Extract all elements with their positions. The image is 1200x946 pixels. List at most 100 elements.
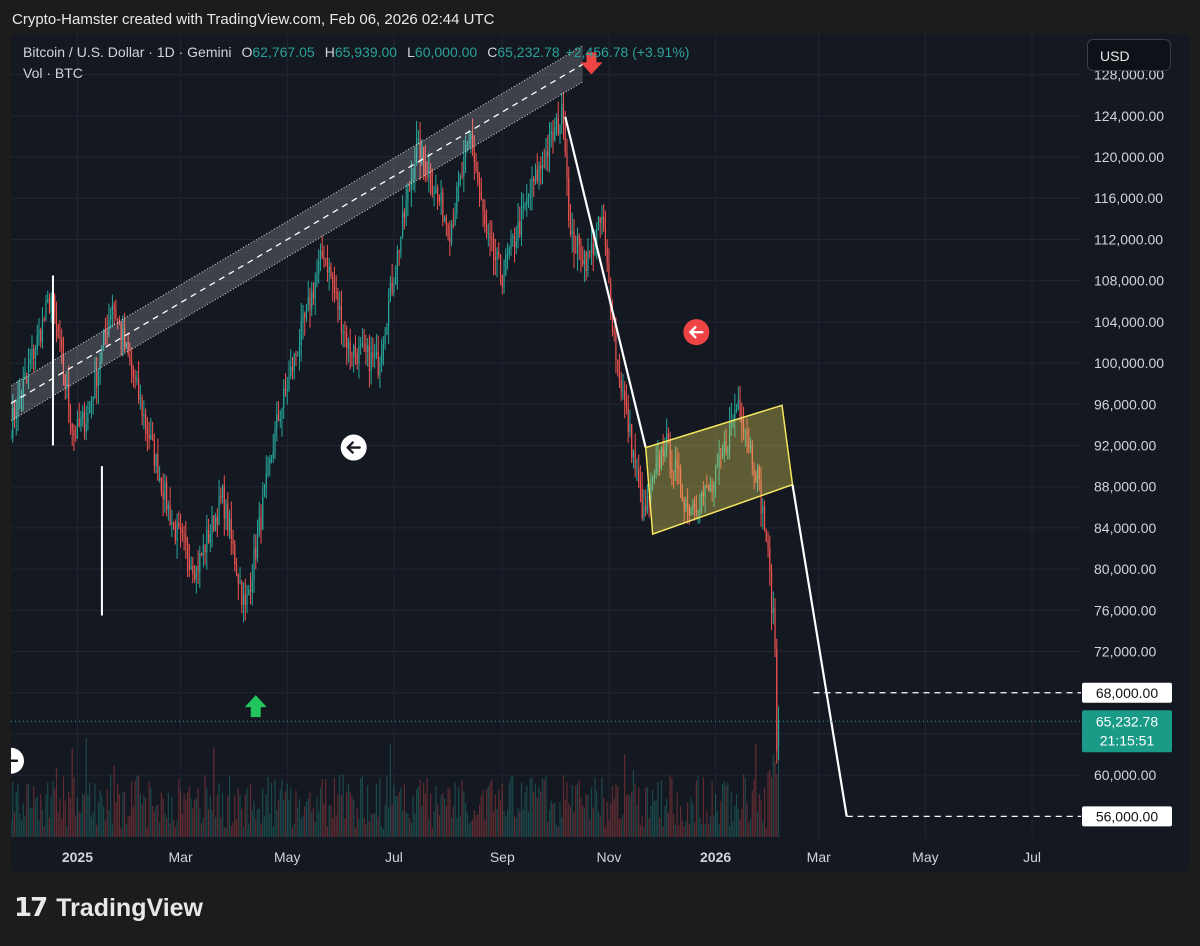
open-value: 62,767.05 (252, 44, 315, 60)
volume-bar (639, 824, 642, 837)
volume-bar (443, 797, 446, 837)
candle-body (762, 506, 764, 514)
volume-bar (440, 794, 442, 837)
candle-body (78, 418, 80, 426)
candle-body (197, 566, 199, 572)
attribution-header: Crypto-Hamster created with TradingView.… (12, 11, 495, 28)
volume-bar (424, 793, 426, 837)
candle-body (347, 341, 350, 349)
x-tick-label-6: 2026 (700, 849, 731, 865)
volume-bar (162, 798, 164, 837)
volume-bar (117, 783, 119, 837)
volume-bar (561, 817, 563, 837)
volume-bar (459, 816, 461, 837)
volume-bar (62, 776, 65, 837)
candle-body (290, 366, 292, 377)
candle-body (218, 495, 220, 525)
tradingview-logo[interactable]: 17 TradingView (14, 893, 203, 923)
candle-body (356, 353, 358, 364)
candle-body (687, 502, 689, 506)
volume-bar (227, 795, 229, 837)
candle-body (57, 324, 59, 337)
volume-bar (718, 824, 720, 837)
candle-body (491, 238, 493, 240)
candle-body (297, 355, 299, 357)
volume-bar (272, 826, 274, 837)
y-tick-label-6: 84,000.00 (1094, 520, 1156, 536)
candle-body (555, 117, 558, 128)
candle-body (559, 124, 561, 134)
candle-body (263, 487, 266, 498)
volume-bar (617, 786, 619, 837)
candle-body (260, 517, 262, 531)
volume-bar (185, 799, 187, 837)
candle-body (512, 236, 514, 238)
low-value: 60,000.00 (414, 44, 478, 60)
candle-body (19, 395, 21, 397)
candle-body (277, 414, 280, 422)
candle-body (697, 511, 699, 513)
volume-bar (396, 796, 398, 837)
candle-body (461, 175, 463, 177)
volume-bar (674, 824, 676, 837)
currency-button[interactable]: USD (1087, 39, 1171, 71)
candle-body (524, 204, 526, 206)
volume-bar (725, 785, 727, 837)
volume-bar (138, 776, 140, 837)
candle-body (653, 472, 655, 478)
candle-body (423, 146, 425, 162)
price-chart[interactable]: 60,000.0064,000.0068,000.0072,000.0076,0… (11, 34, 1190, 872)
volume-bar (211, 810, 213, 837)
candle-body (776, 649, 778, 751)
candle-body (753, 465, 755, 475)
candle-body (739, 399, 741, 417)
volume-bar (90, 816, 93, 837)
candle-body (69, 407, 72, 424)
last-price-label-bg (1082, 710, 1172, 753)
volume-bar (181, 813, 183, 837)
candle-body (195, 566, 197, 580)
volume-bar (737, 808, 739, 837)
volume-bar (777, 734, 780, 837)
candle-body (667, 433, 669, 439)
candle-body (405, 201, 407, 218)
candle-body (683, 499, 685, 510)
candle-body (714, 467, 717, 484)
candle-body (143, 414, 145, 417)
volume-bar (597, 811, 600, 837)
candle-body (547, 151, 549, 157)
candle-body (284, 388, 287, 391)
candle-body (248, 589, 250, 595)
candle-body (206, 530, 208, 553)
candle-body (601, 216, 603, 223)
volume-bar (330, 805, 332, 837)
volume-bar (627, 793, 629, 837)
candle-body (104, 330, 107, 334)
volume-bar (365, 823, 367, 837)
volume-bar (349, 792, 351, 837)
volume-bar (629, 795, 631, 837)
volume-bar (449, 789, 451, 837)
volume-bar (437, 804, 439, 837)
chart-panel[interactable]: 60,000.0064,000.0068,000.0072,000.0076,0… (11, 34, 1190, 872)
volume-bar (559, 801, 561, 837)
candle-body (590, 243, 593, 253)
candle-body (152, 434, 154, 440)
candle-body (83, 412, 86, 432)
candle-body (41, 319, 44, 342)
candle-body (286, 389, 288, 391)
volume-bar (80, 813, 82, 837)
volume-bar (400, 787, 402, 837)
candle-body (409, 188, 411, 190)
candle-body (321, 250, 323, 257)
candle-body (678, 466, 680, 470)
channel-upper-line (11, 45, 583, 387)
volume-bar (55, 768, 58, 837)
low-label: L (407, 44, 415, 60)
volume-bar (239, 795, 241, 837)
volume-bar (536, 797, 538, 837)
volume-bar (298, 799, 301, 837)
candle-body (171, 522, 173, 525)
volume-bar (391, 804, 393, 837)
candle-body (440, 192, 442, 202)
